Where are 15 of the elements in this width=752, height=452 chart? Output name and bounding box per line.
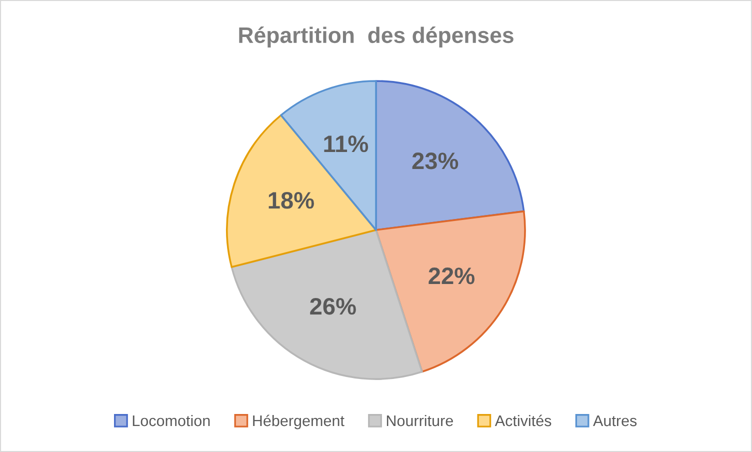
data-label: 23% <box>412 152 458 170</box>
data-label: 26% <box>310 298 356 315</box>
pie-slice <box>230 229 423 380</box>
data-label: 18% <box>268 192 314 209</box>
legend-label: Locomotion <box>132 414 210 426</box>
legend-label: Autres <box>593 416 637 426</box>
pie-slice <box>226 114 377 268</box>
data-label: 22% <box>428 268 474 284</box>
pie-slice <box>375 80 525 231</box>
legend-label: Hébergement <box>253 414 344 430</box>
legend-label: Nourriture <box>386 414 453 426</box>
legend-label: Activités <box>494 414 552 426</box>
pie-slice <box>375 210 526 373</box>
chart-title: Répartition des dépenses <box>239 26 514 48</box>
data-label: 11% <box>324 136 368 152</box>
